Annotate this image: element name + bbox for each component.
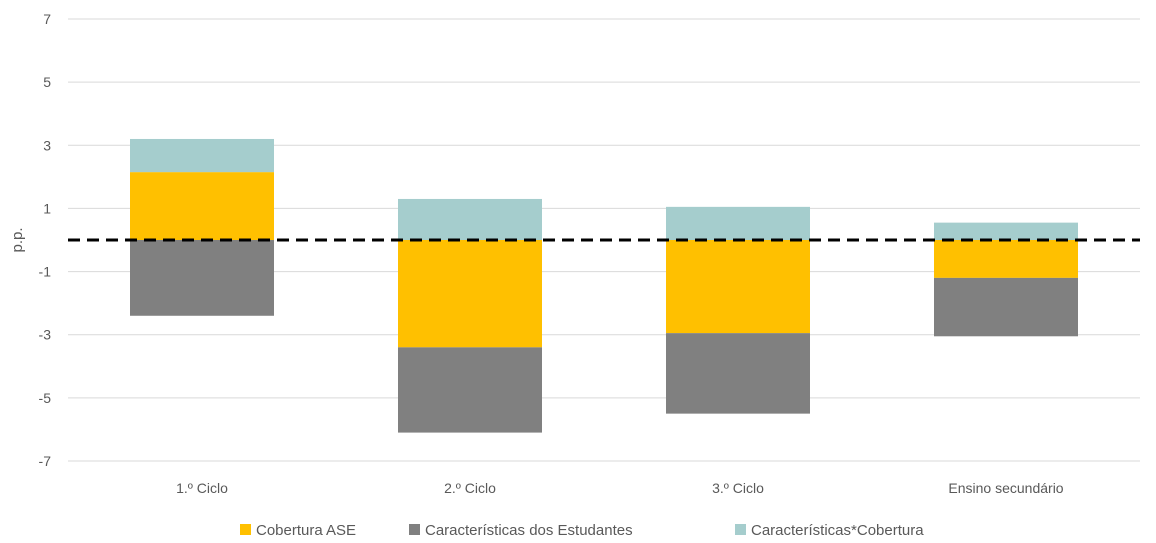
bars <box>130 138 1078 433</box>
legend-swatch <box>735 524 746 535</box>
legend-label: Características dos Estudantes <box>425 522 633 539</box>
bar-segment <box>130 138 274 173</box>
x-tick-label: 3.º Ciclo <box>712 480 764 496</box>
y-axis-title: p.p. <box>9 227 26 252</box>
y-tick-label: -3 <box>39 327 52 343</box>
y-tick-label: 7 <box>43 11 51 27</box>
y-tick-label: 3 <box>43 137 51 153</box>
y-tick-label: 5 <box>43 74 51 90</box>
x-tick-label: 1.º Ciclo <box>176 480 228 496</box>
bar-segment <box>666 333 810 414</box>
bar-segment <box>398 240 542 348</box>
bar-segment <box>934 222 1078 240</box>
bar-segment <box>130 172 274 240</box>
x-axis-tick-labels: 1.º Ciclo 2.º Ciclo 3.º Ciclo Ensino secund… <box>176 480 1064 496</box>
bar-segment <box>934 277 1078 337</box>
legend-label: Características*Cobertura <box>751 522 924 539</box>
bar-segment <box>934 240 1078 278</box>
legend-label: Cobertura ASE <box>256 522 356 539</box>
legend-swatch <box>240 524 251 535</box>
x-tick-label: 2.º Ciclo <box>444 480 496 496</box>
bar-segment <box>666 240 810 334</box>
y-tick-label: -5 <box>39 390 52 406</box>
x-tick-label: Ensino secundário <box>948 480 1063 496</box>
y-tick-label: -7 <box>39 453 52 469</box>
y-tick-label: -1 <box>39 264 52 280</box>
legend-swatch <box>409 524 420 535</box>
y-tick-label: 1 <box>43 200 51 216</box>
y-axis-tick-labels: -7 -5 -3 -1 1 3 5 7 <box>39 11 52 469</box>
bar-segment <box>130 240 274 316</box>
bar-segment <box>666 206 810 240</box>
legend: Cobertura ASE Características dos Estudan… <box>240 522 924 539</box>
bar-segment <box>398 198 542 240</box>
bar-segment <box>398 347 542 433</box>
